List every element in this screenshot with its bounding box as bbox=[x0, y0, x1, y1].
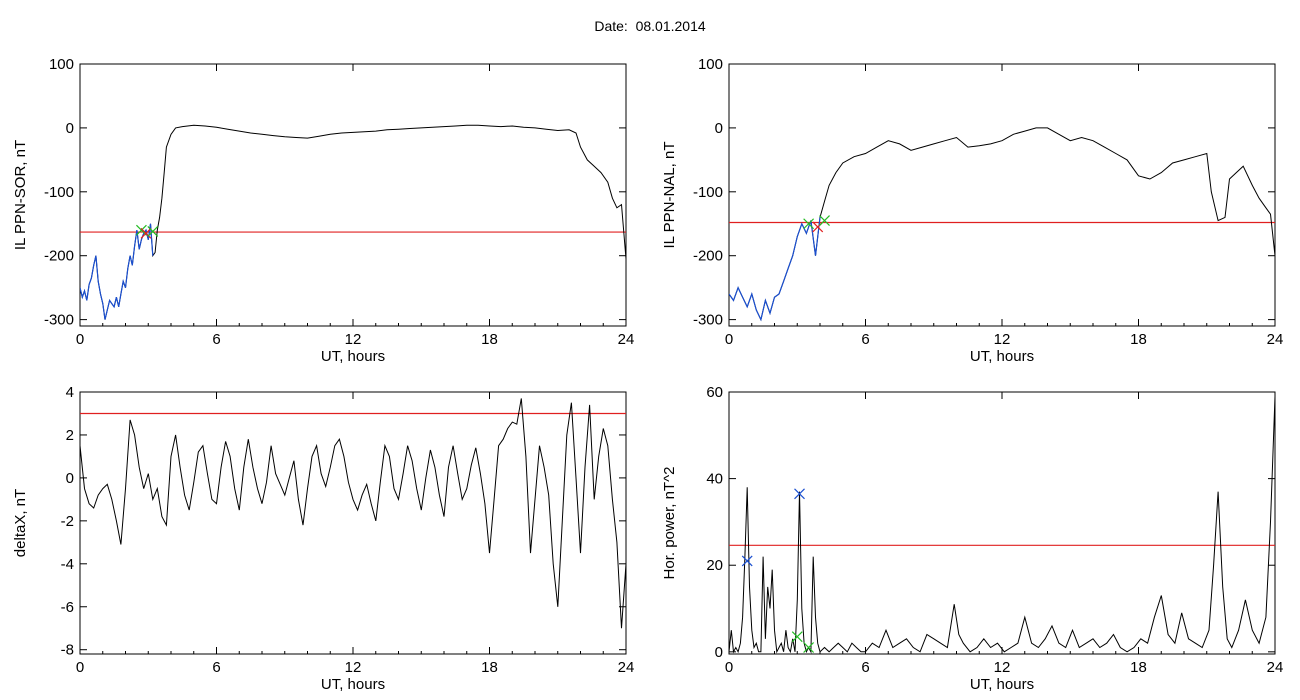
y-tick-label: 0 bbox=[66, 470, 74, 487]
x-tick-label: 18 bbox=[481, 331, 498, 348]
x-tick-label: 18 bbox=[1130, 331, 1147, 348]
y-tick-label: 2 bbox=[66, 427, 74, 444]
y-tick-label: 4 bbox=[66, 384, 74, 401]
chart-panel-ppn-sor: 0 6 12 18 24 -300 -200 -100 0 100 UT, hours IL PPN-… bbox=[12, 56, 634, 365]
event-marker bbox=[803, 642, 815, 653]
x-tick-label: 6 bbox=[212, 331, 220, 348]
event-marker bbox=[140, 227, 152, 239]
x-tick-label: 12 bbox=[994, 331, 1011, 348]
event-marker bbox=[741, 555, 753, 567]
x-axis-label: UT, hours bbox=[970, 676, 1034, 693]
y-tick-label: -300 bbox=[44, 312, 74, 329]
x-axis-label: UT, hours bbox=[321, 348, 385, 365]
y-tick-label: 100 bbox=[49, 56, 74, 73]
x-tick-label: 18 bbox=[1130, 659, 1147, 676]
x-axis-label: UT, hours bbox=[970, 348, 1034, 365]
y-tick-label: 60 bbox=[706, 384, 723, 401]
x-tick-label: 12 bbox=[345, 659, 362, 676]
y-axis-label: Hor. power, nT^2 bbox=[661, 467, 678, 580]
x-tick-label: 0 bbox=[725, 659, 733, 676]
x-tick-label: 24 bbox=[1267, 659, 1284, 676]
event-marker bbox=[803, 218, 815, 230]
x-tick-label: 24 bbox=[618, 659, 635, 676]
series-line bbox=[80, 398, 626, 629]
x-tick-label: 6 bbox=[861, 659, 869, 676]
y-tick-label: -300 bbox=[693, 312, 723, 329]
y-axis-label: IL PPN-SOR, nT bbox=[12, 140, 29, 250]
y-tick-label: 0 bbox=[715, 120, 723, 137]
y-tick-label: -8 bbox=[61, 642, 74, 659]
y-tick-label: -4 bbox=[61, 556, 74, 573]
event-marker bbox=[791, 631, 803, 643]
x-tick-label: 0 bbox=[76, 331, 84, 348]
series-highlight-line bbox=[729, 217, 821, 322]
y-axis-label: deltaX, nT bbox=[12, 489, 29, 557]
y-axis-label: IL PPN-NAL, nT bbox=[661, 142, 678, 249]
x-axis-label: UT, hours bbox=[321, 676, 385, 693]
y-tick-label: -200 bbox=[693, 248, 723, 265]
y-tick-label: -6 bbox=[61, 599, 74, 616]
chart-panel-hor-power: 0 6 12 18 24 0 20 40 60 UT, hours Hor. power, nT^2 bbox=[661, 384, 1283, 693]
series-line bbox=[80, 124, 626, 320]
y-tick-label: 0 bbox=[715, 644, 723, 661]
plot-frame bbox=[79, 391, 627, 655]
event-marker bbox=[794, 488, 805, 500]
plot-frame bbox=[728, 63, 1276, 327]
x-tick-label: 12 bbox=[994, 659, 1011, 676]
event-marker bbox=[147, 226, 159, 237]
x-tick-label: 18 bbox=[481, 659, 498, 676]
y-tick-label: 20 bbox=[706, 557, 723, 574]
x-tick-label: 6 bbox=[861, 331, 869, 348]
y-tick-label: -2 bbox=[61, 513, 74, 530]
y-tick-label: 40 bbox=[706, 471, 723, 488]
chart-panel-ppn-nal: 0 6 12 18 24 -300 -200 -100 0 100 UT, hours IL PPN-… bbox=[661, 56, 1283, 365]
series-highlight-line bbox=[80, 223, 154, 320]
series-line bbox=[729, 396, 1275, 654]
plot-frame bbox=[728, 391, 1276, 655]
x-tick-label: 12 bbox=[345, 331, 362, 348]
y-tick-label: -200 bbox=[44, 248, 74, 265]
y-tick-label: 0 bbox=[66, 120, 74, 137]
x-tick-label: 0 bbox=[725, 331, 733, 348]
y-tick-label: -100 bbox=[44, 184, 74, 201]
event-marker bbox=[136, 224, 147, 236]
x-tick-label: 0 bbox=[76, 659, 84, 676]
event-marker bbox=[819, 215, 830, 226]
page-title: Date: 08.01.2014 bbox=[594, 18, 706, 34]
x-tick-label: 6 bbox=[212, 659, 220, 676]
y-tick-label: -100 bbox=[693, 184, 723, 201]
x-tick-label: 24 bbox=[1267, 331, 1284, 348]
y-tick-label: 100 bbox=[698, 56, 723, 73]
x-tick-label: 24 bbox=[618, 331, 635, 348]
